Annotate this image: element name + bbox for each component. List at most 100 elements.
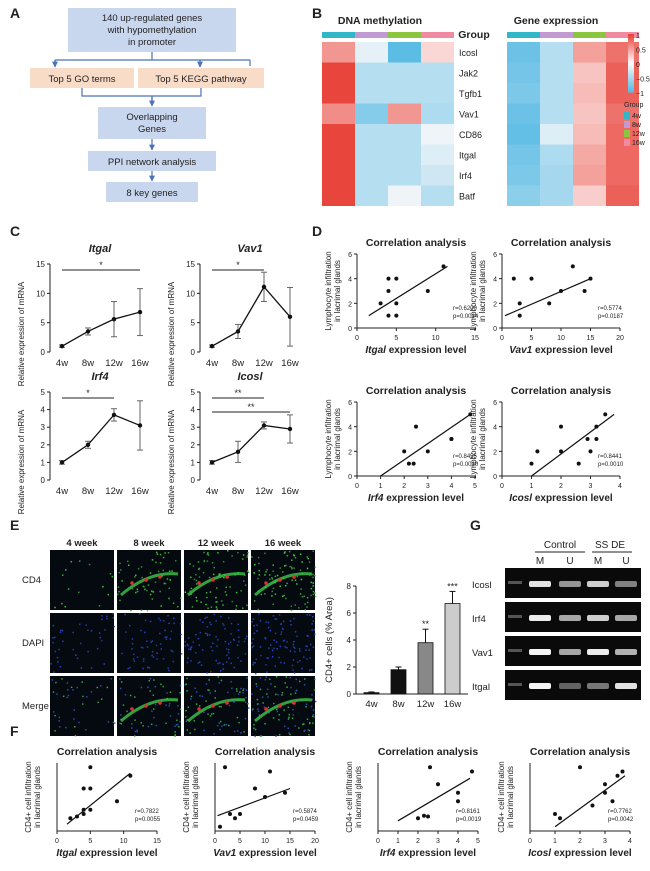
microscopy-speckle [241,558,244,560]
microscopy-speckle [294,604,296,606]
microscopy-vessel [120,572,179,597]
microscopy-speckle [266,657,268,659]
microscopy-speckle [179,708,182,711]
microscopy-speckle [112,617,114,619]
regression-line [380,413,471,477]
microscopy-speckle [133,660,135,662]
microscopy-speckle [90,691,93,693]
microscopy-speckle [176,719,178,722]
microscopy-speckle [171,570,173,572]
x-tick-label: 12w [105,486,123,497]
microscopy-speckle [74,726,76,728]
microscopy-speckle [163,582,166,585]
data-point [553,812,557,816]
x-tick-label: 3 [436,838,440,845]
microscopy-speckle [286,582,288,585]
microscopy-speckle [269,629,272,632]
r-value: r=0.7822 [135,809,160,815]
y-axis-label: in lacrimal glands [354,766,363,828]
microscopy-speckle [240,687,242,690]
microscopy-speckle [119,687,122,690]
heatmap-cell-meth [322,144,355,165]
microscopy-speckle [245,689,248,691]
x-tick-label: 8w [392,699,404,710]
microscopy-speckle [162,685,165,688]
data-point [235,329,241,334]
microscopy-speckle [311,694,313,696]
microscopy-speckle [192,565,195,567]
microscopy-speckle [294,650,296,653]
microscopy-speckle [168,587,171,590]
microscopy-row-label: Merge [22,701,49,712]
significance-label: * [236,260,240,270]
microscopy-speckle [96,686,99,689]
heatmap-group-bar-expr-16w [606,32,639,38]
microscopy-speckle [193,578,196,581]
heatmap-cell-expr [507,144,540,165]
microscopy-speckle [222,668,225,670]
heatmap-cell-meth [388,185,421,206]
microscopy-speckle [144,588,146,591]
panel-g-gel: Control SS DE M U M U Icosl Irf4 Vav1 Itgal [472,540,641,700]
gel-ladder [508,683,522,686]
heatmap-group-bar-meth-8w [355,32,388,38]
microscopy-speckle [281,571,284,573]
microscopy-speckle [162,658,165,660]
microscopy-speckle [159,632,161,635]
heatmap-cell-meth [322,62,355,83]
bar [417,642,434,695]
gel-band [529,649,551,655]
microscopy-speckle [226,654,228,657]
microscopy-arrow [197,707,201,711]
microscopy-image [117,613,181,673]
microscopy-speckle [142,660,145,663]
microscopy-speckle [220,679,223,682]
microscopy-speckle [266,688,269,691]
microscopy-speckle [254,563,256,566]
microscopy-speckle [61,574,64,576]
microscopy-speckle [54,730,56,732]
y-tick-label: 6 [493,400,497,407]
microscopy-speckle [279,645,282,648]
microscopy-speckle [177,705,179,707]
microscopy-speckle [312,550,314,552]
microscopy-speckle [283,709,285,711]
y-axis-label: in lacrimal glands [33,766,42,828]
heatmap-legend-group-swatch [624,112,630,119]
flow-box-genes-line1: 140 up-regulated genes [102,13,203,24]
microscopy-speckle [225,586,227,589]
data-point [620,769,625,774]
microscopy-speckle [161,575,163,577]
data-point [81,812,86,816]
microscopy-speckle [168,703,171,705]
line-chart-title: Icosl [237,371,263,383]
microscopy-speckle [140,646,143,649]
microscopy-speckle [291,566,293,569]
microscopy-speckle [259,688,262,691]
microscopy-speckle [289,565,291,568]
scatter-title: Correlation analysis [511,385,612,397]
microscopy-speckle [198,705,201,707]
heatmap-legend-tick: −1 [636,91,644,98]
microscopy-speckle [217,552,219,554]
microscopy-speckle [121,652,123,655]
microscopy-speckle [216,587,218,589]
microscopy-speckle [117,586,120,589]
data-point [594,437,599,441]
line-chart-vav1: Vav1 0 5 10 15 Relative expression of mRNA 4w 8… [167,243,299,386]
bar [444,603,461,695]
microscopy-speckle [267,706,270,709]
y-tick-label: 5 [41,388,46,397]
microscopy-speckle [220,615,222,618]
microscopy-speckle [282,620,285,623]
microscopy-speckle [195,633,197,636]
data-point [582,289,587,293]
scatter-title: Correlation analysis [366,385,467,397]
data-point [529,276,534,281]
heatmap-cell-meth [355,185,388,206]
data-point [422,813,426,818]
microscopy-speckle [264,722,266,725]
microscopy-speckle [210,646,212,648]
